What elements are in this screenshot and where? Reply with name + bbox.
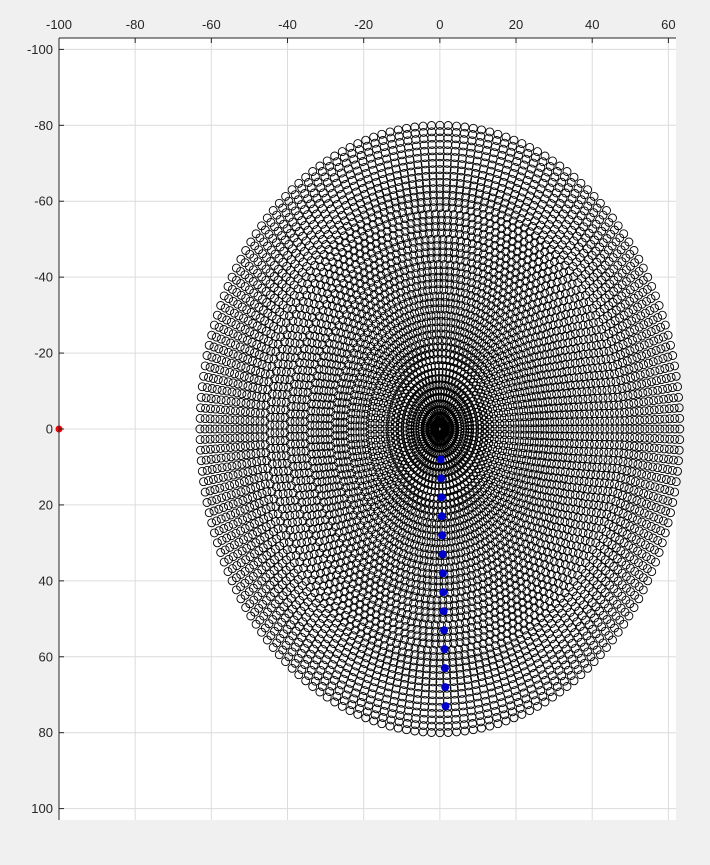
ring-marker — [405, 431, 415, 441]
ring-marker — [480, 424, 490, 434]
ring-marker — [396, 452, 406, 462]
ring-marker — [390, 431, 400, 441]
ring-marker — [405, 428, 415, 437]
ring-marker — [453, 490, 463, 500]
ring-marker — [385, 426, 395, 436]
ring-marker — [407, 469, 417, 479]
ring-marker — [469, 461, 479, 471]
ring-marker — [409, 385, 419, 395]
ring-marker — [385, 417, 395, 427]
ring-marker — [407, 397, 417, 407]
ring-marker — [466, 455, 476, 465]
ring-marker — [462, 462, 472, 472]
ring-marker — [489, 434, 499, 444]
ring-marker — [395, 422, 405, 432]
ring-marker — [405, 391, 415, 401]
ring-marker — [409, 394, 419, 404]
ring-marker — [405, 382, 415, 392]
ring-marker — [390, 426, 400, 436]
ring-marker — [386, 412, 396, 422]
ring-marker — [432, 393, 442, 402]
ring-marker — [407, 460, 417, 470]
ring-marker — [412, 466, 422, 476]
ring-marker — [464, 389, 474, 399]
ring-marker — [469, 471, 478, 481]
ring-marker — [457, 458, 467, 468]
ring-marker — [462, 386, 472, 396]
ring-marker — [490, 429, 500, 439]
ring-marker — [398, 456, 408, 466]
ring-marker — [386, 436, 396, 446]
ring-marker — [469, 377, 478, 387]
ring-marker — [476, 388, 486, 398]
ring-marker — [463, 450, 473, 460]
ring-marker — [484, 415, 494, 424]
ring-marker — [412, 382, 422, 392]
ring-markers — [195, 120, 685, 738]
ring-marker — [412, 391, 421, 401]
ring-marker — [405, 421, 415, 430]
ring-marker — [459, 384, 469, 394]
ring-marker — [399, 447, 409, 456]
ring-marker — [457, 390, 467, 400]
ring-marker — [464, 380, 474, 390]
ring-marker — [478, 392, 488, 402]
ring-marker — [473, 394, 483, 404]
ring-marker — [485, 419, 495, 429]
ring-marker — [405, 466, 415, 476]
ring-marker — [459, 464, 469, 474]
ring-marker — [471, 467, 481, 477]
ring-marker — [480, 429, 490, 438]
ring-marker — [435, 392, 445, 402]
ring-marker — [461, 453, 471, 463]
ring-marker — [484, 434, 494, 443]
ring-marker — [407, 388, 417, 398]
ring-marker — [402, 385, 412, 395]
ring-marker — [385, 431, 395, 441]
ring-marker — [409, 463, 419, 473]
ring-marker — [485, 429, 495, 439]
ring-marker — [385, 422, 395, 432]
ring-marker — [405, 424, 415, 434]
ring-marker — [459, 456, 469, 466]
ring-marker — [490, 424, 500, 434]
ring-marker — [485, 424, 495, 434]
ring-marker — [459, 392, 469, 402]
ring-marker — [466, 383, 476, 393]
ring-marker — [480, 420, 490, 429]
ring-marker — [475, 398, 485, 408]
ring-marker — [470, 400, 480, 410]
ring-marker — [448, 478, 458, 488]
ring-marker — [466, 465, 476, 475]
ring-marker — [478, 456, 488, 466]
ring-marker — [396, 396, 406, 406]
ring-marker — [413, 450, 423, 460]
ring-marker — [390, 422, 400, 432]
ring-marker — [405, 417, 415, 427]
ring-marker — [464, 459, 474, 469]
ring-marker — [412, 457, 421, 467]
ring-marker — [390, 417, 400, 427]
ring-marker — [464, 468, 474, 478]
ring-marker — [407, 379, 417, 389]
ring-marker — [475, 450, 485, 460]
